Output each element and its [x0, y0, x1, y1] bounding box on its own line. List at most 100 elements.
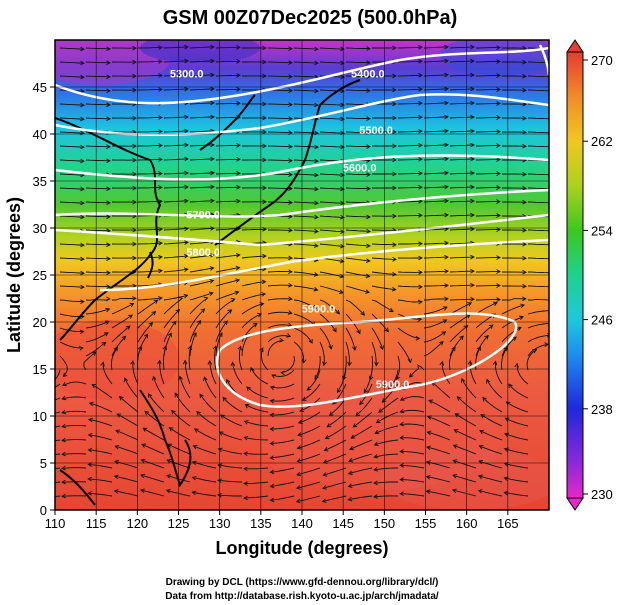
- streamline-arrow: [496, 297, 501, 302]
- streamline-arrow: [444, 86, 449, 92]
- streamline-arrow: [323, 447, 329, 452]
- streamline: [218, 464, 243, 469]
- streamline: [475, 103, 501, 105]
- streamline-arrow: [210, 100, 215, 106]
- streamline-arrow: [522, 269, 527, 275]
- streamline: [215, 332, 223, 357]
- streamline: [59, 75, 85, 78]
- streamline-arrow: [269, 426, 275, 432]
- streamline: [449, 242, 475, 245]
- streamline-arrow: [132, 115, 137, 121]
- streamline: [423, 46, 449, 49]
- streamline-arrow: [80, 144, 85, 150]
- colorbar: 230 238 246 254 262 270: [566, 39, 613, 511]
- streamline-arrow: [288, 88, 293, 93]
- contour-label: 5500.0: [359, 125, 393, 137]
- streamline: [423, 214, 449, 217]
- x-tick-label: 150: [373, 516, 395, 531]
- streamline-arrow: [522, 255, 527, 261]
- streamline: [475, 215, 501, 217]
- streamline: [504, 477, 529, 483]
- streamline-arrow: [191, 490, 197, 496]
- streamline: [504, 462, 529, 469]
- streamline-arrow: [532, 349, 538, 354]
- streamline-arrow: [496, 115, 501, 120]
- streamline: [244, 495, 269, 499]
- streamline: [319, 117, 345, 120]
- streamline-arrow: [37, 443, 41, 447]
- streamline-arrow: [151, 310, 157, 316]
- streamline: [371, 299, 394, 312]
- streamline: [478, 490, 503, 497]
- streamline: [85, 201, 111, 204]
- streamline-arrow: [262, 129, 267, 135]
- streamline-arrow: [425, 460, 431, 465]
- streamline: [241, 313, 262, 329]
- streamline: [196, 411, 217, 427]
- credit-data: Data from http://database.rish.kyoto-u.a…: [165, 591, 439, 602]
- streamline-arrow: [418, 86, 423, 92]
- streamline-arrow: [142, 427, 148, 432]
- streamline-arrow: [314, 200, 319, 206]
- streamline-arrow: [522, 129, 527, 135]
- streamline: [270, 439, 295, 444]
- streamline: [345, 243, 370, 247]
- streamline: [505, 417, 529, 427]
- streamline: [423, 341, 444, 357]
- streamline-arrow: [46, 385, 50, 389]
- streamline: [148, 393, 165, 413]
- streamline-arrow: [41, 394, 45, 398]
- streamline: [189, 308, 205, 329]
- streamline: [345, 327, 356, 351]
- streamline-arrow: [314, 186, 319, 192]
- streamline: [449, 102, 475, 105]
- streamline-arrow: [347, 496, 353, 502]
- streamline-arrow: [203, 296, 209, 302]
- streamline-arrow: [314, 172, 319, 178]
- streamline: [400, 451, 425, 455]
- streamline: [423, 172, 449, 175]
- streamline-arrow: [417, 317, 423, 322]
- streamline-arrow: [503, 447, 509, 452]
- streamline: [189, 74, 215, 77]
- streamline-arrow: [115, 429, 120, 434]
- streamline: [91, 384, 113, 399]
- streamline-arrow: [444, 268, 449, 274]
- streamline: [454, 429, 477, 441]
- streamline: [319, 89, 345, 92]
- streamline: [140, 474, 165, 483]
- streamline-arrow: [184, 114, 189, 120]
- streamline-arrow: [132, 241, 137, 247]
- streamline: [397, 299, 422, 303]
- streamline-arrow: [132, 143, 137, 149]
- streamline: [189, 130, 215, 133]
- streamline-arrow: [269, 385, 275, 391]
- contour-label: 5900.0: [302, 304, 336, 316]
- streamline: [85, 332, 109, 343]
- streamline: [319, 187, 345, 190]
- streamline-arrow: [459, 335, 464, 341]
- streamline-arrow: [236, 157, 241, 162]
- streamline: [296, 467, 321, 476]
- streamline-arrow: [199, 393, 204, 399]
- streamline: [374, 481, 398, 484]
- streamline: [378, 397, 399, 413]
- streamline-arrow: [174, 392, 179, 398]
- streamline: [400, 493, 425, 497]
- streamline: [59, 201, 85, 204]
- streamline-arrow: [80, 102, 85, 108]
- streamline: [423, 186, 449, 189]
- streamline: [159, 360, 165, 385]
- streamline-arrow: [496, 283, 501, 288]
- streamline-arrow: [210, 58, 215, 64]
- streamline: [55, 439, 61, 442]
- streamline-arrow: [326, 423, 332, 428]
- streamline: [163, 116, 189, 119]
- streamline-arrow: [418, 255, 423, 261]
- streamline-arrow: [522, 45, 527, 51]
- streamline: [449, 284, 475, 287]
- streamline-arrow: [143, 333, 149, 339]
- streamline: [215, 186, 241, 189]
- streamline-arrow: [314, 88, 319, 94]
- streamline-arrow: [212, 345, 218, 351]
